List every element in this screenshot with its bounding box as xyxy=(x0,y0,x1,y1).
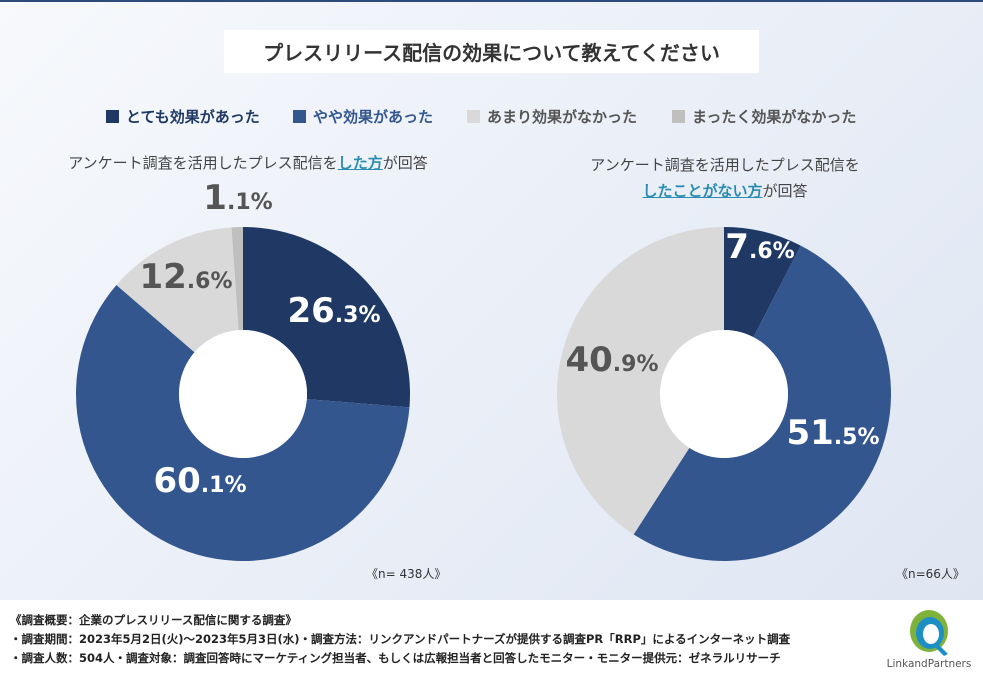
subtitle-text: が回答 xyxy=(762,182,808,200)
link-and-partners-logo: LinkandPartners xyxy=(884,604,974,676)
data-label: 51.5% xyxy=(786,413,879,453)
data-label: 12.6% xyxy=(139,257,232,297)
donut-slice xyxy=(76,285,410,561)
logo-text: LinkandPartners xyxy=(886,658,972,670)
subtitle-text: アンケート調査を活用したプレス配信を xyxy=(590,156,860,174)
legend-item: あまり効果がなかった xyxy=(467,106,637,127)
data-label: 1.1% xyxy=(203,178,272,218)
left-chart-subtitle: アンケート調査を活用したプレス配信をした方が回答 xyxy=(48,152,448,173)
legend-item: とても効果があった xyxy=(106,106,260,127)
donut-slice xyxy=(116,227,239,353)
donut-slice xyxy=(231,227,243,331)
legend-label: とても効果があった xyxy=(126,108,260,126)
legend-label: まったく効果がなかった xyxy=(692,108,857,126)
donut-hole xyxy=(660,330,788,458)
legend-label: あまり効果がなかった xyxy=(487,108,638,126)
subtitle-highlight: した方 xyxy=(337,154,383,172)
data-label: 40.9% xyxy=(565,340,658,380)
legend-swatch xyxy=(293,110,306,123)
donut-slice xyxy=(557,227,724,535)
survey-footer: 《調査概要：企業のプレスリリース配信に関する調査》 ・調査期間：2023年5月2… xyxy=(10,611,790,668)
data-label: 26.3% xyxy=(287,291,380,331)
subtitle-text: アンケート調査を活用したプレス配信を xyxy=(68,154,338,172)
legend-item: やや効果があった xyxy=(293,106,433,127)
donut-slice xyxy=(633,245,891,561)
subtitle-text: が回答 xyxy=(382,154,428,172)
legend-swatch xyxy=(106,110,119,123)
right-chart-subtitle: アンケート調査を活用したプレス配信を したことがない方が回答 xyxy=(560,152,890,204)
footer-line: ・調査期間：2023年5月2日(火)～2023年5月3日(水)・調査方法：リンク… xyxy=(10,632,791,646)
donut-charts: 26.3% 60.1% 12.6% 1.1% 7.6% 51.5% 40.9% xyxy=(76,178,891,561)
donut-slice xyxy=(243,227,410,408)
legend-label: やや効果があった xyxy=(313,108,434,126)
right-sample-size: 《n=66人》 xyxy=(896,567,965,581)
left-sample-size: 《n= 438人》 xyxy=(366,567,447,581)
data-label: 60.1% xyxy=(153,461,246,501)
legend-swatch xyxy=(672,110,685,123)
legend: とても効果があった やや効果があった あまり効果がなかった まったく効果がなかっ… xyxy=(0,106,983,128)
data-label: 7.6% xyxy=(725,227,794,267)
donut-slice xyxy=(724,227,801,338)
donut-hole xyxy=(179,330,307,458)
legend-item: まったく効果がなかった xyxy=(672,106,856,127)
footer-line: ・調査人数：504人・調査対象：調査回答時にマーケティング担当者、もしくは広報担… xyxy=(10,651,781,665)
chart-title: プレスリリース配信の効果について教えてください xyxy=(224,30,759,73)
legend-swatch xyxy=(467,110,480,123)
subtitle-highlight: したことがない方 xyxy=(642,182,763,200)
footer-line: 《調査概要：企業のプレスリリース配信に関する調査》 xyxy=(10,613,297,627)
